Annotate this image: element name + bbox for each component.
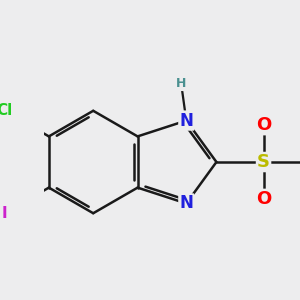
Text: N: N (179, 194, 193, 212)
Text: I: I (2, 206, 7, 221)
Text: Cl: Cl (0, 103, 13, 118)
Text: O: O (256, 190, 271, 208)
Text: S: S (257, 153, 270, 171)
Text: N: N (179, 112, 193, 130)
Text: O: O (256, 116, 271, 134)
Text: H: H (176, 77, 186, 90)
